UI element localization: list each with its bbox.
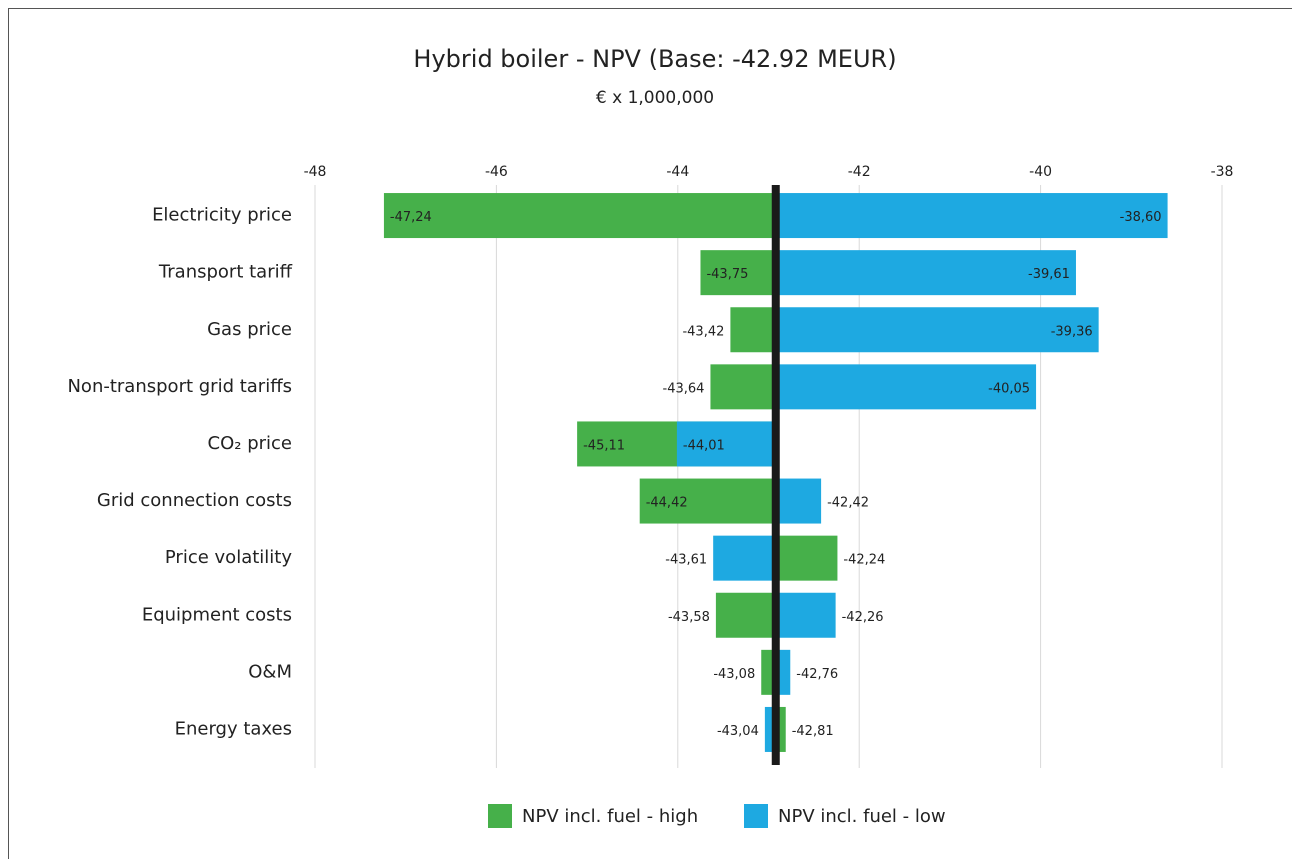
data-label: -42,26 [842,610,884,625]
bar [775,307,1099,353]
data-label: -43,61 [665,553,707,568]
data-label: -47,24 [390,210,432,225]
category-label: Transport tariff [158,262,293,283]
bar [764,706,776,752]
bar [775,535,838,581]
bar [730,307,776,353]
category-label: CO₂ price [208,433,292,454]
category-label: Electricity price [152,205,292,226]
bar [775,250,1076,296]
data-label: -40,05 [988,381,1030,396]
data-label: -43,58 [668,610,710,625]
bar [775,193,1168,239]
bar [715,592,776,638]
x-tick-label: -48 [304,164,327,180]
bar [713,535,776,581]
chart-title: Hybrid boiler - NPV (Base: -42.92 MEUR) [413,45,896,73]
category-label: Equipment costs [142,604,292,625]
data-label: -42,42 [827,496,869,511]
bar [775,478,822,524]
data-label: -43,42 [682,324,724,339]
x-tick-label: -38 [1211,164,1234,180]
x-tick-label: -42 [848,164,871,180]
category-label: O&M [248,661,292,682]
legend-swatch [744,804,768,828]
data-label: -39,61 [1028,267,1070,282]
data-label: -38,60 [1120,210,1162,225]
category-label: Non-transport grid tariffs [67,376,292,397]
data-label: -39,36 [1051,324,1093,339]
data-label: -43,08 [713,667,755,682]
x-tick-label: -46 [485,164,508,180]
chart-subtitle: € x 1,000,000 [596,88,714,108]
x-tick-label: -44 [666,164,689,180]
bar [775,364,1037,410]
category-label: Price volatility [165,547,292,568]
legend-swatch [488,804,512,828]
data-label: -42,24 [843,553,885,568]
bar [676,421,776,467]
bar [700,250,776,296]
data-label: -43,75 [706,267,748,282]
bar [383,193,776,239]
data-label: -44,42 [646,496,688,511]
data-label: -42,76 [796,667,838,682]
data-label: -43,64 [663,381,705,396]
x-tick-label: -40 [1029,164,1052,180]
category-label: Gas price [207,319,292,340]
data-label: -44,01 [683,438,725,453]
data-label: -42,81 [792,724,834,739]
data-label: -45,11 [583,438,625,453]
bar [775,592,836,638]
bar [710,364,776,410]
chart-frame [8,8,1292,859]
legend-label: NPV incl. fuel - low [778,806,946,827]
legend-label: NPV incl. fuel - high [522,806,698,827]
bar [639,478,776,524]
bar [775,706,786,752]
category-label: Energy taxes [175,718,292,739]
category-label: Grid connection costs [97,490,292,511]
data-label: -43,04 [717,724,759,739]
